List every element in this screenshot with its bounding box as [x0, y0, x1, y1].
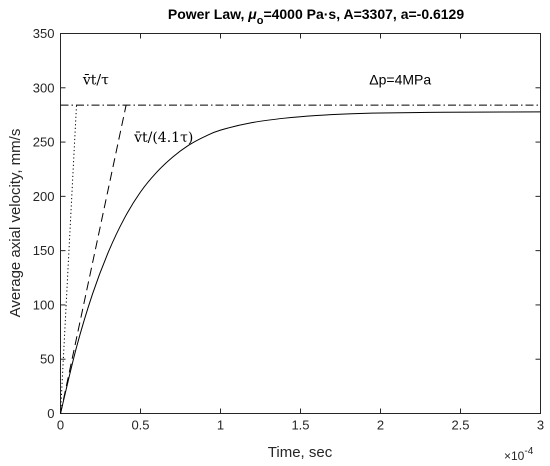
- x-tick-label: 1: [217, 418, 224, 433]
- x-tick-label: 1.5: [291, 418, 309, 433]
- y-tick-label: 0: [47, 406, 54, 421]
- x-tick-label: 3: [537, 418, 544, 433]
- annotation: v̄t/τ: [82, 73, 109, 89]
- y-tick-labels: 0 50 100 150 200 250 300 350: [33, 26, 55, 421]
- annotation: v̄t/(4.1τ): [133, 130, 193, 146]
- y-tick-label: 300: [33, 80, 55, 95]
- chart-title: Power Law, μo=4000 Pa·s, A=3307, a=-0.61…: [168, 6, 464, 27]
- plot-area: [60, 33, 541, 414]
- axis-ticks: [60, 33, 541, 414]
- x-tick-labels: 0 0.5 1 1.5 2 2.5 3: [57, 418, 544, 433]
- y-tick-label: 50: [40, 352, 54, 367]
- series-line-dashed: [60, 105, 127, 414]
- y-tick-label: 150: [33, 243, 55, 258]
- annotations: v̄t/τ v̄t/(4.1τ) Δp=4MPa: [82, 72, 431, 147]
- y-tick-label: 200: [33, 189, 55, 204]
- y-tick-label: 250: [33, 135, 55, 150]
- series-group: [60, 104, 541, 414]
- y-axis-label: Average axial velocity, mm/s: [7, 129, 24, 318]
- annotation: Δp=4MPa: [369, 72, 431, 88]
- x-tick-label: 0: [57, 418, 64, 433]
- y-tick-label: 100: [33, 297, 55, 312]
- x-axis-exponent: ×10-4: [504, 446, 534, 463]
- x-axis-label: Time, sec: [268, 444, 333, 461]
- x-tick-label: 2.5: [451, 418, 469, 433]
- x-tick-label: 0.5: [131, 418, 149, 433]
- series-line-solid: [60, 111, 541, 414]
- x-tick-label: 2: [377, 418, 384, 433]
- y-tick-label: 350: [33, 26, 55, 41]
